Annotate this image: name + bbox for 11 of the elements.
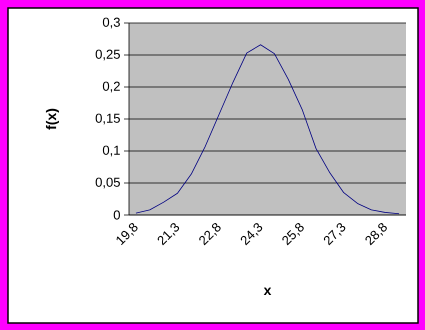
x-axis-title: x [264,288,272,296]
x-tick-label: 19,8 [116,223,138,246]
y-tick-label: 0,3 [102,18,120,28]
y-tick-label: 0,25 [96,50,120,60]
y-tick-label: 0,2 [102,82,120,92]
y-tick-label: 0 [114,210,120,220]
y-tick-label: 0,1 [102,146,120,156]
y-tick-label: 0,05 [96,178,120,188]
y-axis-title: f(x) [46,108,59,130]
line-series [136,44,400,214]
y-tick-label: 0,15 [96,114,120,124]
